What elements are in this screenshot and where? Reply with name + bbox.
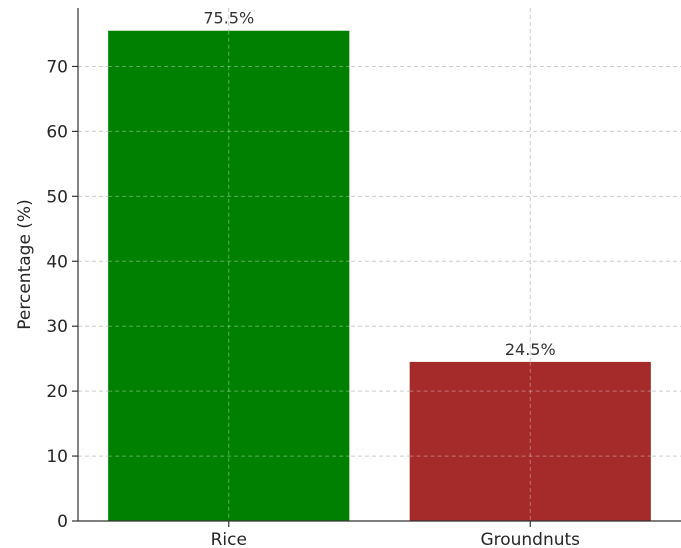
y-tick-label: 30 [46,317,68,337]
y-tick-label: 20 [46,382,68,402]
bar-rice [108,30,350,522]
x-tick-label-rice: Rice [211,530,247,548]
x-tick-label-groundnuts: Groundnuts [480,530,580,548]
bar-groundnuts [409,361,651,521]
data-label-rice: 75.5% [203,9,254,28]
x-axis-ticks: Rice Groundnuts [211,521,580,548]
y-tick-label: 50 [46,187,68,207]
data-labels: 75.5% 24.5% [203,9,555,359]
bars [108,30,651,522]
axes [77,8,681,522]
data-label-groundnuts: 24.5% [505,340,556,359]
y-tick-label: 0 [57,512,68,532]
y-tick-label: 60 [46,122,68,142]
y-tick-label: 70 [46,57,68,77]
y-axis-label: Percentage (%) [15,199,35,329]
y-tick-label: 40 [46,252,68,272]
y-axis-ticks: 0 10 20 30 40 50 60 70 [46,57,78,532]
y-tick-label: 10 [46,447,68,467]
